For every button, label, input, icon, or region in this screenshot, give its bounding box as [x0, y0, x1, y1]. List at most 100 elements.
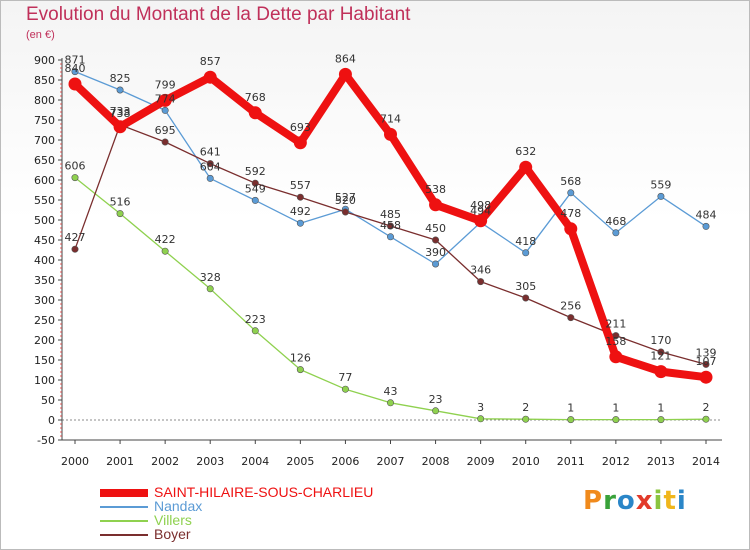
series-point [567, 416, 575, 424]
series-point [113, 120, 127, 134]
y-tick-label: 550 [34, 194, 55, 207]
data-label: 871 [65, 54, 86, 67]
data-label: 77 [338, 371, 352, 384]
logo-letter: o [616, 486, 636, 516]
chart-title: Evolution du Montant de la Dette par Hab… [26, 4, 411, 25]
data-label: 211 [605, 318, 626, 331]
x-tick-label: 2009 [467, 455, 495, 468]
data-label: 857 [200, 55, 221, 68]
series-point [296, 366, 304, 374]
data-label: 422 [155, 233, 176, 246]
y-tick-label: 700 [34, 134, 55, 147]
chart-series [68, 67, 713, 424]
series-point [519, 160, 533, 174]
series-point [161, 247, 169, 255]
data-label: 549 [245, 182, 266, 195]
series-point [161, 106, 169, 114]
series-point [206, 174, 214, 182]
data-label: 520 [335, 194, 356, 207]
series-point [702, 415, 710, 423]
series-point [71, 245, 79, 253]
data-label: 604 [200, 160, 221, 173]
y-tick-label: 200 [34, 334, 55, 347]
y-tick-label: 300 [34, 294, 55, 307]
x-tick-label: 2000 [61, 455, 89, 468]
series-point [432, 260, 440, 268]
series-point [71, 68, 79, 76]
data-label: 1 [612, 402, 619, 415]
data-label: 328 [200, 271, 221, 284]
data-label: 632 [515, 145, 536, 158]
x-tick-label: 2004 [241, 455, 269, 468]
series-point [567, 189, 575, 197]
data-label: 256 [560, 300, 581, 313]
y-tick-label: 850 [34, 74, 55, 87]
x-tick-label: 2011 [557, 455, 585, 468]
data-label: 418 [515, 235, 536, 248]
legend-swatch [100, 488, 148, 497]
data-label: 641 [200, 146, 221, 159]
y-tick-label: 650 [34, 154, 55, 167]
x-tick-label: 2001 [106, 455, 134, 468]
series-point [203, 70, 217, 84]
data-label: 494 [470, 204, 491, 217]
line-chart: -50 0 50 100 150 200 250 300 350 400 450 500 550 600 6… [34, 52, 722, 468]
data-label: 1 [567, 402, 574, 415]
legend-label: Villers [154, 512, 192, 528]
y-tick-label: 350 [34, 274, 55, 287]
series-point [474, 214, 488, 228]
series-point [612, 229, 620, 237]
x-tick-label: 2006 [331, 455, 359, 468]
x-tick-label: 2012 [602, 455, 630, 468]
series-point [384, 127, 397, 141]
series-point [251, 327, 259, 335]
data-label: 126 [290, 352, 311, 365]
series-point [609, 350, 623, 364]
data-label: 568 [560, 175, 581, 188]
y-tick-label: 450 [34, 234, 55, 247]
data-label: 485 [380, 208, 401, 221]
series-point [612, 332, 620, 340]
data-label: 305 [515, 280, 536, 293]
series-point [206, 160, 214, 168]
logo-letter: x [635, 486, 654, 516]
chart-axes: -50 0 50 100 150 200 250 300 350 400 450 500 550 600 6… [34, 54, 722, 468]
series-point [432, 407, 440, 415]
series-point [702, 360, 710, 368]
series-point [386, 399, 394, 407]
data-label: 158 [605, 335, 626, 348]
series-point [158, 93, 172, 107]
logo-letter: t [663, 486, 677, 516]
series-point [296, 219, 304, 227]
data-label: 346 [470, 264, 491, 277]
series-point [702, 222, 710, 230]
series-point [251, 179, 259, 187]
data-label: 468 [605, 215, 626, 228]
legend-swatch [100, 519, 148, 522]
series-point [657, 192, 665, 200]
data-label: 3 [477, 401, 484, 414]
data-label: 43 [384, 385, 398, 398]
series-point [657, 416, 665, 424]
data-label: 840 [65, 62, 86, 75]
series-point [161, 138, 169, 146]
series-point [522, 249, 530, 257]
data-label: 121 [650, 350, 671, 363]
legend-label: SAINT-HILAIRE-SOUS-CHARLIEU [154, 484, 374, 500]
x-tick-label: 2002 [151, 455, 179, 468]
data-label: 478 [560, 207, 581, 220]
x-tick-label: 2007 [377, 455, 405, 468]
series-point [68, 77, 82, 91]
logo-letter: P [583, 486, 604, 516]
data-label: 695 [155, 124, 176, 137]
x-tick-label: 2014 [692, 455, 720, 468]
legend-label: Nandax [154, 498, 203, 514]
data-label: 1 [657, 402, 664, 415]
series-point [567, 314, 575, 322]
x-tick-label: 2005 [286, 455, 314, 468]
data-label: 516 [110, 196, 131, 209]
x-tick-label: 2013 [647, 455, 675, 468]
data-label: 427 [65, 231, 86, 244]
series-point [522, 294, 530, 302]
